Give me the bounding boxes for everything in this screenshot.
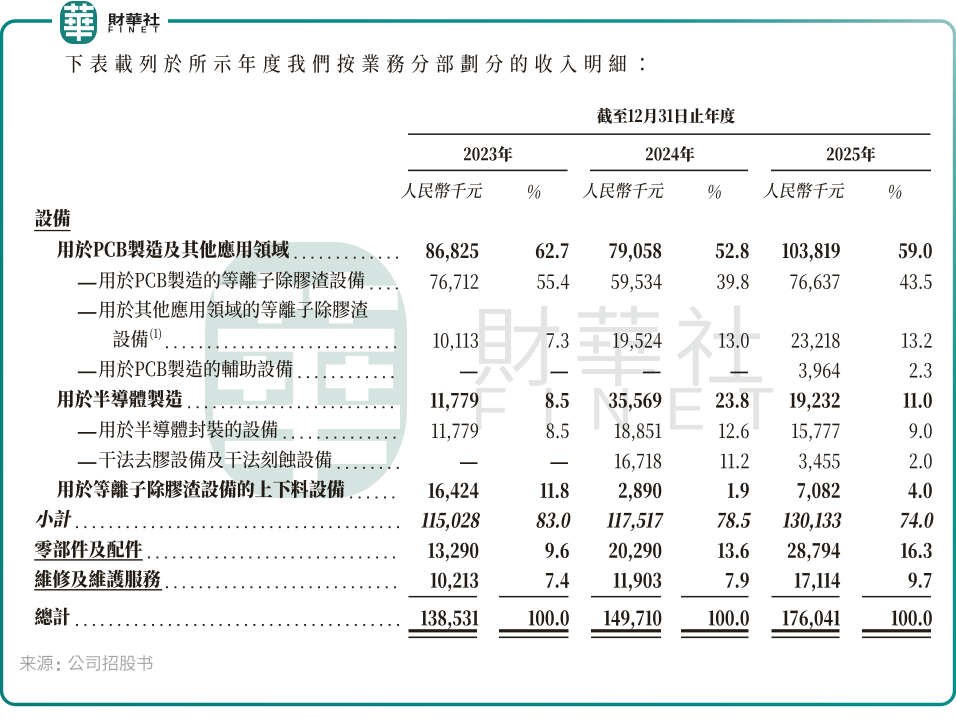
svg-text:FINET: FINET bbox=[471, 375, 807, 443]
svg-text:FINET: FINET bbox=[108, 25, 165, 35]
